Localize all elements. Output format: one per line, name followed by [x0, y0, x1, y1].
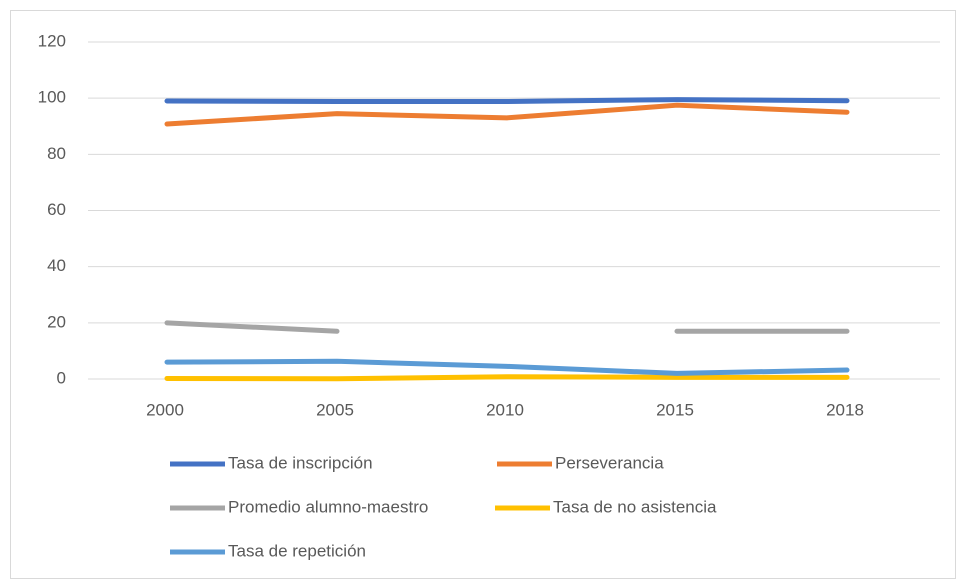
x-tick-label: 2018 — [826, 400, 864, 419]
legend-label: Perseverancia — [555, 453, 664, 472]
x-tick-label: 2015 — [656, 400, 694, 419]
series-line — [164, 97, 850, 105]
y-tick-label: 100 — [38, 88, 66, 107]
y-tick-label: 60 — [47, 200, 66, 219]
series-line — [164, 102, 850, 127]
x-tick-label: 2010 — [486, 400, 524, 419]
chart-border — [10, 10, 956, 579]
legend-label: Tasa de repetición — [228, 541, 366, 560]
x-tick-label: 2000 — [146, 400, 184, 419]
series-line — [164, 320, 340, 334]
y-tick-label: 80 — [47, 144, 66, 163]
y-tick-label: 20 — [47, 312, 66, 331]
series-line — [164, 374, 850, 382]
x-tick-label: 2005 — [316, 400, 354, 419]
legend-label: Promedio alumno-maestro — [228, 497, 428, 516]
y-tick-label: 120 — [38, 31, 66, 50]
y-tick-label: 40 — [47, 256, 66, 275]
legend-label: Tasa de no asistencia — [553, 497, 717, 516]
y-tick-label: 0 — [57, 368, 66, 387]
legend-label: Tasa de inscripción — [228, 453, 373, 472]
legend: Tasa de inscripción Perseverancia Promedio… — [170, 453, 717, 560]
series-line — [164, 358, 850, 376]
